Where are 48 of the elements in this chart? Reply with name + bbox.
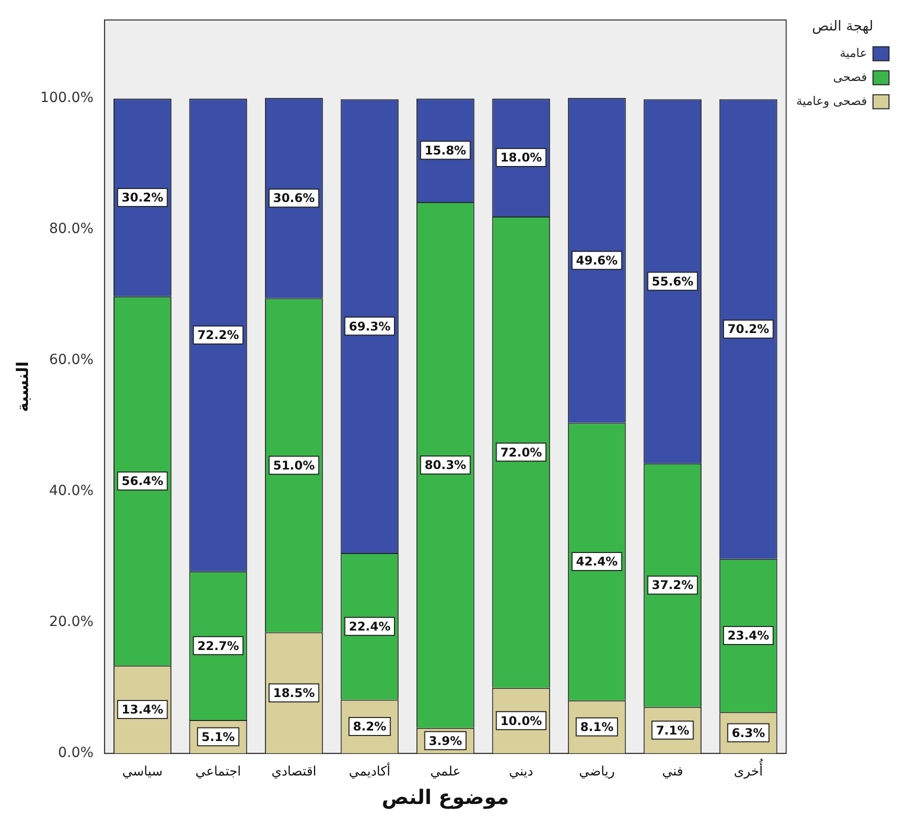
y-tick-label: 100.0% xyxy=(40,90,94,106)
data-label: 42.4% xyxy=(576,554,618,569)
legend-label: فصحى xyxy=(833,70,867,84)
x-tick-label: أكاديمي xyxy=(348,762,390,780)
x-tick-label: ديني xyxy=(509,764,534,780)
data-label: 13.4% xyxy=(122,702,164,717)
x-tick-label: اقتصادي xyxy=(271,764,316,780)
data-label: 3.9% xyxy=(428,734,462,748)
legend-title: لهجة النص xyxy=(812,18,874,35)
y-tick-label: 60.0% xyxy=(49,352,94,368)
data-label: 72.2% xyxy=(197,328,240,342)
data-label: 30.6% xyxy=(273,191,315,206)
data-label: 15.8% xyxy=(424,143,466,158)
y-tick-label: 20.0% xyxy=(49,614,94,630)
x-tick-label: أُخرى xyxy=(734,758,764,780)
y-tick-label: 0.0% xyxy=(58,745,94,762)
data-label: 18.0% xyxy=(500,150,542,165)
y-axis-title: النسبة xyxy=(12,361,32,412)
x-tick-label: علمي xyxy=(430,764,461,780)
y-tick-label: 80.0% xyxy=(49,221,94,238)
data-label: 51.0% xyxy=(273,458,315,472)
data-label: 5.1% xyxy=(202,730,235,744)
data-label: 7.1% xyxy=(656,723,690,738)
data-label: 37.2% xyxy=(652,578,694,592)
data-label: 70.2% xyxy=(728,322,770,336)
data-label: 22.7% xyxy=(197,638,240,653)
data-label: 80.3% xyxy=(424,458,466,472)
data-label: 55.6% xyxy=(652,274,694,288)
data-label: 8.2% xyxy=(353,720,386,734)
data-label: 56.4% xyxy=(122,474,164,488)
legend-label: فصحى وعامية xyxy=(796,94,867,108)
data-label: 72.0% xyxy=(500,445,542,460)
data-label: 30.2% xyxy=(122,190,164,205)
x-tick-label: رياضي xyxy=(578,764,615,780)
data-label: 49.6% xyxy=(576,253,618,268)
data-label: 6.3% xyxy=(732,726,765,740)
data-label: 18.5% xyxy=(273,686,315,700)
x-axis-title: موضوع النص xyxy=(382,785,510,810)
x-tick-label: اجتماعي xyxy=(195,764,242,780)
x-tick-label: سياسي xyxy=(122,764,163,780)
data-label: 22.4% xyxy=(348,619,390,634)
x-tick-label: فني xyxy=(662,764,684,780)
data-label: 10.0% xyxy=(500,714,542,728)
legend-label: عامية xyxy=(840,46,867,60)
y-tick-label: 40.0% xyxy=(49,483,94,500)
data-label: 23.4% xyxy=(728,628,770,643)
data-label: 69.3% xyxy=(348,319,390,334)
data-label: 8.1% xyxy=(580,720,614,734)
